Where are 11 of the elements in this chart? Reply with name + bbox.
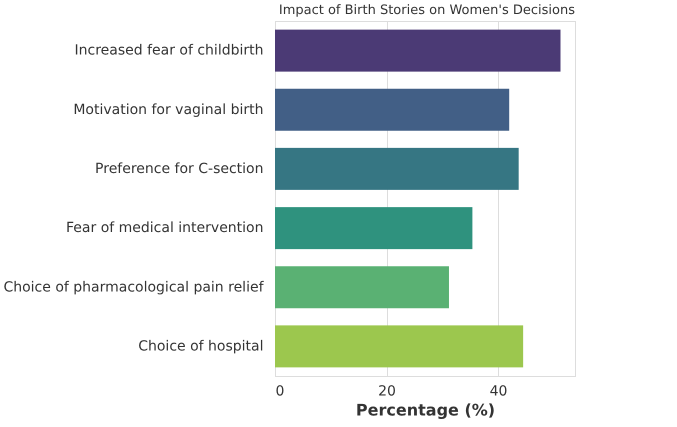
y-tick-label: Increased fear of childbirth [74, 42, 264, 59]
x-tick-label: 20 [378, 384, 396, 400]
x-tick-label: 40 [490, 384, 508, 400]
y-tick-label: Choice of pharmacological pain relief [3, 279, 265, 296]
y-tick-label: Motivation for vaginal birth [73, 102, 264, 118]
chart-title: Impact of Birth Stories on Women's Decisions [278, 3, 576, 18]
y-tick-label: Preference for C-section [95, 160, 264, 177]
y-tick-label: Fear of medical intervention [66, 220, 264, 236]
x-axis-title: Percentage (%) [356, 400, 496, 420]
x-tick-label: 0 [276, 384, 284, 400]
y-tick-label: Choice of hospital [138, 338, 264, 354]
